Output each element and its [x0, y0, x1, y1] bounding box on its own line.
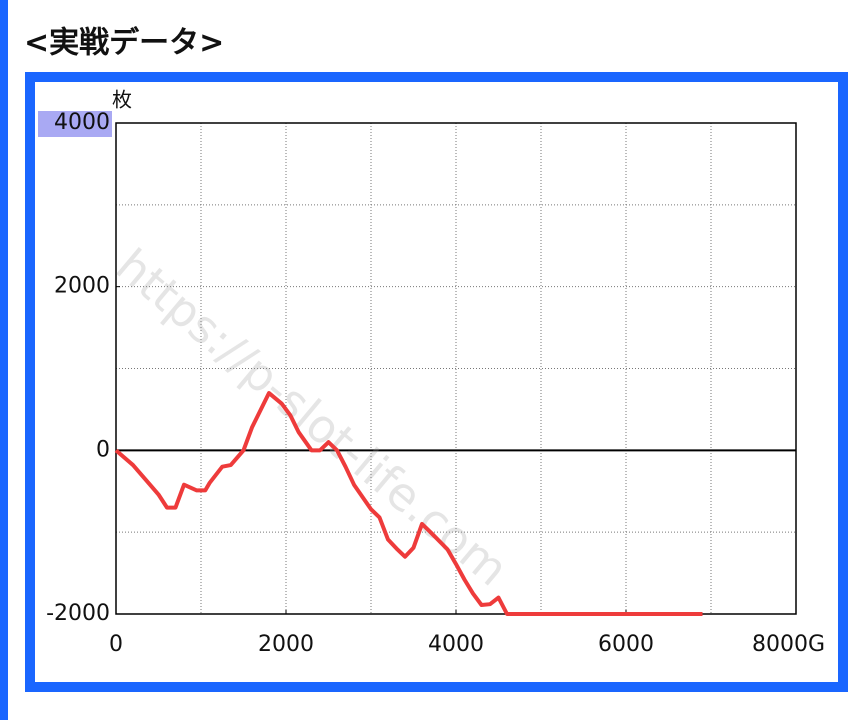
y-unit: 枚	[112, 88, 132, 112]
x-tick-label: 0	[109, 632, 123, 657]
y-tick-label: 0	[96, 437, 110, 462]
x-tick-label: 8000G	[752, 632, 825, 657]
x-tick-label: 6000	[598, 632, 654, 657]
chart-frame	[25, 72, 848, 692]
y-tick-label: 4000	[54, 110, 110, 135]
x-tick-label: 4000	[428, 632, 484, 657]
side-strip	[0, 0, 8, 720]
section-title: <実戦データ>	[24, 26, 224, 61]
data-line	[114, 391, 703, 616]
x-tick-label: 2000	[258, 632, 314, 657]
plot-border	[115, 122, 797, 615]
y-tick-label: -2000	[46, 601, 110, 626]
y-tick-label: 2000	[54, 274, 110, 299]
tick-highlight	[38, 111, 112, 137]
